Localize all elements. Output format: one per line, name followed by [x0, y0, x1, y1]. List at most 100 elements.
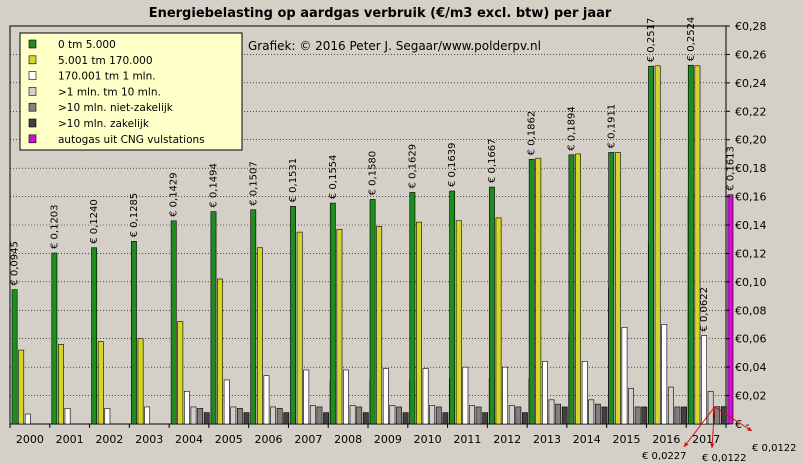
bar-2014-s3	[588, 399, 595, 425]
legend-swatch	[28, 71, 37, 80]
bar-2007-s2	[303, 369, 310, 425]
x-tick-label: 2008	[334, 433, 362, 446]
annotation-arrow	[711, 406, 716, 449]
bar-2015-s3	[628, 388, 634, 425]
data-label: € 0,1554	[328, 155, 339, 200]
legend-swatch	[28, 102, 37, 112]
bar-2006-s5	[283, 412, 290, 425]
bar-2009-s1	[376, 226, 383, 425]
bar-2000-s1	[18, 349, 25, 425]
x-tick-label: 2007	[294, 433, 322, 446]
bar-2008-s4	[356, 406, 363, 425]
legend-swatch	[28, 87, 37, 96]
bar-2007-s5	[323, 412, 329, 425]
bar-2010-s2	[422, 368, 429, 425]
data-label: € 0,1862	[527, 111, 538, 156]
y-tick-label: €0,04	[735, 361, 767, 374]
y-tick-label: €0,14	[735, 219, 767, 232]
bar-2003-s0	[131, 241, 137, 425]
bar-2013-s4	[555, 403, 562, 425]
bar-2006-s2	[263, 375, 270, 425]
data-label: € 0,1240	[89, 199, 100, 244]
bar-2015-s2	[621, 327, 628, 425]
bar-2012-s4	[515, 406, 522, 425]
bar-2017-s5	[720, 406, 727, 425]
bar-2005-s3	[230, 406, 237, 425]
x-axis: 2000 2001 2002 2003 2004 2005 2006 2007 2008 2009…	[9, 424, 727, 446]
y-tick-label: €0,18	[735, 162, 767, 175]
bar-2005-s2	[223, 379, 230, 425]
bar-2015-s4	[634, 406, 641, 425]
data-label: € 0,1667	[487, 139, 498, 184]
bar-2001-s1	[58, 344, 64, 425]
bar-2017-s0	[687, 64, 694, 425]
bar-2007-s0	[290, 206, 296, 425]
legend-swatch	[28, 39, 37, 49]
bar-2005-s4	[236, 408, 243, 425]
y-tick-label: €0,02	[735, 390, 767, 403]
y-tick-label: €0,10	[735, 276, 767, 289]
bar-2014-s5	[601, 406, 608, 425]
bar-2016-s0	[648, 65, 654, 425]
y-tick-label: €0,26	[735, 48, 767, 61]
x-tick-label: 2013	[533, 433, 561, 446]
bar-2008-s1	[336, 228, 343, 425]
bar-2012-s3	[508, 405, 515, 425]
bar-2017-s1	[694, 65, 701, 425]
bar-2016-s5	[681, 406, 687, 425]
bar-2004-s2	[184, 391, 190, 425]
bar-2008-s0	[329, 202, 336, 425]
x-tick-label: 2000	[16, 433, 44, 446]
bar-2013-s2	[542, 361, 548, 425]
y-tick-label: €0,16	[735, 191, 767, 204]
annotation-arrowhead	[710, 443, 715, 448]
data-label: € 0,1429	[169, 172, 180, 217]
data-label: € 0,1911	[606, 104, 617, 149]
data-label: € 0,1494	[208, 163, 219, 208]
bar-2015-s5	[641, 406, 648, 425]
data-label: € 0,2517	[646, 18, 657, 63]
annotation-arrow	[714, 406, 753, 432]
legend-swatch	[28, 55, 37, 65]
bar-2003-s1	[137, 338, 144, 425]
bar-2014-s0	[568, 154, 575, 425]
x-tick-label: 2012	[493, 433, 521, 446]
y-tick-label: €0,08	[735, 304, 767, 317]
annotation-label: € 0,0622	[699, 287, 710, 332]
x-tick-label: 2001	[56, 433, 84, 446]
x-tick-label: 2002	[95, 433, 123, 446]
annotations: € 0,0622 € 0,0227 € 0,0122 € 0,0122	[642, 287, 797, 464]
x-tick-label: 2015	[613, 433, 641, 446]
bar-2009-s0	[369, 199, 376, 425]
data-label: € 0,0945	[10, 241, 21, 286]
legend-swatch	[28, 134, 37, 144]
x-tick-label: 2011	[453, 433, 481, 446]
bar-2009-s5	[402, 412, 409, 425]
y-tick-label: €0,22	[735, 105, 767, 118]
bar-2013-s0	[528, 159, 535, 425]
bar-2014-s2	[581, 361, 588, 425]
legend-label: >10 mln. zakelijk	[58, 118, 150, 130]
y-tick-label: €0,06	[735, 333, 767, 346]
bar-2000-s0	[11, 289, 18, 425]
bar-2001-s0	[51, 252, 58, 425]
legend-label: >10 mln. niet-zakelijk	[58, 102, 174, 114]
bar-2011-s5	[482, 412, 489, 425]
bar-2006-s3	[270, 406, 276, 425]
bar-2004-s0	[170, 220, 177, 425]
bar-2007-s4	[316, 406, 323, 425]
bar-2017-s6	[727, 194, 734, 425]
bar-2011-s0	[449, 190, 456, 425]
bar-2012-s1	[495, 217, 502, 425]
annotation-arrow	[683, 406, 716, 448]
bar-2004-s5	[203, 412, 210, 425]
annotation-arrowhead	[747, 426, 752, 431]
y-tick-label: €0,12	[735, 247, 767, 260]
data-label: € 0,1629	[407, 144, 418, 189]
legend-label: autogas uit CNG vulstations	[58, 134, 205, 146]
bar-2011-s2	[462, 366, 469, 425]
bar-2000-s2	[24, 413, 31, 425]
bar-2004-s3	[190, 406, 197, 425]
bar-2010-s4	[435, 406, 442, 425]
bar-2011-s1	[455, 220, 462, 425]
